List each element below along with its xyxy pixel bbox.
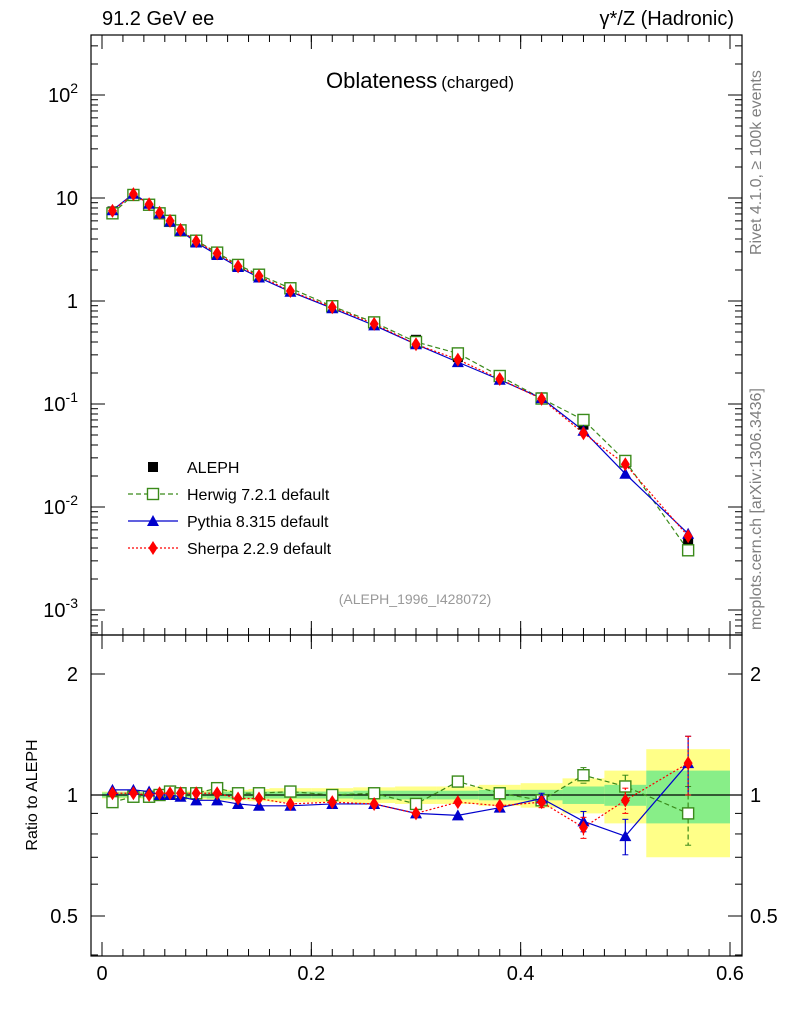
ratio-point-herwig xyxy=(681,807,695,820)
ratio-point-sherpa xyxy=(453,795,463,810)
main-point-herwig xyxy=(681,544,695,557)
main-point-sherpa xyxy=(165,213,175,228)
y-tick-label: 10-3 xyxy=(43,595,78,622)
ratio-tick-label-left: 2 xyxy=(67,664,78,686)
ratio-point-pythia xyxy=(451,809,464,821)
main-point-sherpa xyxy=(254,268,264,283)
ratio-point-sherpa xyxy=(411,806,421,821)
x-tick-label: 0.2 xyxy=(297,963,325,985)
main-point-sherpa xyxy=(155,205,165,220)
ratio-point-sherpa xyxy=(620,793,630,808)
legend-label: Pythia 8.315 default xyxy=(187,514,329,531)
main-point-sherpa xyxy=(453,352,463,367)
ratio-point-sherpa xyxy=(578,820,588,835)
ratio-point-sherpa xyxy=(537,795,547,810)
main-point-sherpa xyxy=(128,187,138,202)
ratio-point-sherpa xyxy=(369,796,379,811)
ratio-axis-label: Ratio to ALEPH xyxy=(24,739,41,850)
main-point-sherpa xyxy=(327,300,337,315)
main-point-sherpa xyxy=(495,371,505,386)
ratio-point-sherpa xyxy=(144,788,154,802)
ratio-point-sherpa xyxy=(327,795,337,810)
main-point-sherpa xyxy=(537,391,547,406)
x-tick-label: 0.4 xyxy=(507,963,535,985)
ratio-point-sherpa xyxy=(285,796,295,811)
y-tick-label: 10-2 xyxy=(43,492,78,519)
legend-marker xyxy=(148,541,158,555)
x-tick-label: 0.6 xyxy=(716,963,744,985)
ratio-point-herwig xyxy=(493,787,506,800)
ratio-point-herwig xyxy=(451,775,465,788)
y-tick-label: 1 xyxy=(67,291,78,313)
ratio-point-sherpa xyxy=(683,756,693,771)
ratio-point-herwig xyxy=(577,769,590,782)
main-point-sherpa xyxy=(212,246,222,261)
ratio-tick-label-right: 0.5 xyxy=(750,906,778,928)
main-line-herwig xyxy=(112,194,689,551)
ratio-point-sherpa xyxy=(176,786,185,801)
main-point-sherpa xyxy=(411,337,421,352)
main-point-sherpa xyxy=(233,259,243,274)
legend-marker xyxy=(146,487,160,501)
ratio-point-sherpa xyxy=(128,786,138,801)
ratio-tick-label-left: 1 xyxy=(67,785,78,807)
legend-label: ALEPH xyxy=(187,460,239,477)
ratio-tick-label-left: 0.5 xyxy=(50,906,78,928)
plot-title: Oblateness (charged) xyxy=(326,68,514,93)
legend-label: Herwig 7.2.1 default xyxy=(187,487,330,504)
main-point-sherpa xyxy=(176,222,185,237)
y-tick-label: 10-1 xyxy=(43,389,78,416)
analysis-id-label: (ALEPH_1996_I428072) xyxy=(339,591,492,607)
ratio-point-sherpa xyxy=(233,791,243,806)
main-point-sherpa xyxy=(107,203,117,218)
ratio-point-pythia xyxy=(619,830,632,842)
legend-marker xyxy=(148,462,158,472)
ratio-point-sherpa xyxy=(495,798,505,813)
legend-label: Sherpa 2.2.9 default xyxy=(187,541,332,558)
legend-marker xyxy=(147,515,159,526)
ratio-tick-label-right: 1 xyxy=(750,785,761,807)
main-point-sherpa xyxy=(620,457,630,472)
header-left-label: 91.2 GeV ee xyxy=(102,8,215,30)
main-point-sherpa xyxy=(285,284,295,299)
y-tick-label: 102 xyxy=(48,80,78,107)
ratio-point-sherpa xyxy=(107,786,117,801)
header-right-label: γ*/Z (Hadronic) xyxy=(599,8,734,30)
main-point-sherpa xyxy=(578,426,588,441)
ratio-point-sherpa xyxy=(155,786,165,801)
ratio-point-herwig xyxy=(284,785,297,798)
main-point-pythia xyxy=(619,467,632,479)
ratio-tick-label-right: 2 xyxy=(750,664,761,686)
y-tick-label: 10 xyxy=(56,188,78,210)
main-point-sherpa xyxy=(191,234,201,249)
x-tick-label: 0 xyxy=(96,963,107,985)
main-point-sherpa xyxy=(144,197,154,212)
ratio-point-sherpa xyxy=(165,786,175,801)
ratio-point-herwig xyxy=(619,780,632,793)
main-point-sherpa xyxy=(369,316,379,331)
main-point-sherpa xyxy=(683,529,693,544)
ratio-point-sherpa xyxy=(212,786,222,801)
ratio-point-sherpa xyxy=(191,786,201,801)
main-point-herwig xyxy=(577,413,590,427)
ratio-point-sherpa xyxy=(254,791,264,806)
